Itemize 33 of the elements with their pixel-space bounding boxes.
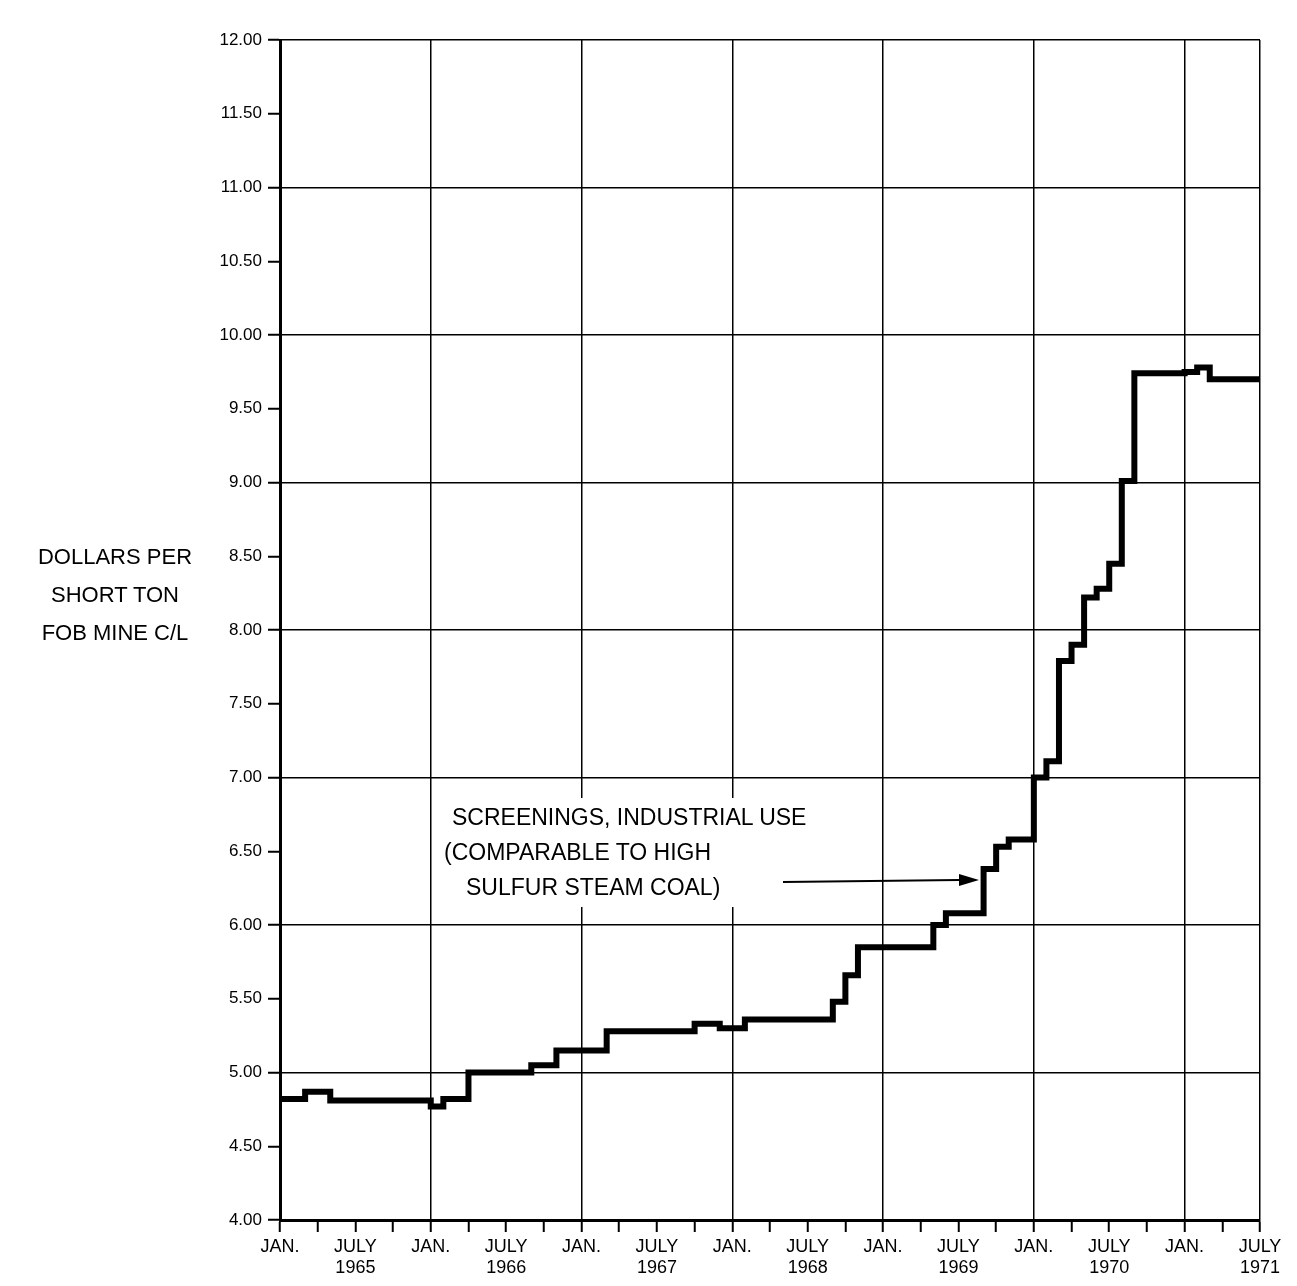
x-tick-label: JAN. [1014, 1235, 1054, 1256]
y-tick-label: 4.00 [228, 1209, 262, 1229]
y-tick-label: 10.00 [219, 324, 262, 344]
x-tick-label: JAN. [562, 1235, 602, 1256]
y-axis-title: DOLLARS PER SHORT TON FOB MINE C/L [36, 543, 194, 647]
y-tick-label: 5.00 [228, 1062, 262, 1082]
y-tick-label: 8.00 [228, 619, 262, 639]
y-tick-label: 11.50 [220, 103, 262, 123]
x-tick-label: JAN. [260, 1235, 300, 1256]
y-tick-label: 5.50 [228, 988, 262, 1008]
x-tick-label: JAN. [411, 1235, 451, 1256]
y-tick-label: 7.50 [228, 693, 262, 713]
x-tick-label: JULY 1971 [1238, 1235, 1282, 1278]
x-tick-label: JULY 1965 [334, 1235, 377, 1278]
annotation: SCREENINGS, INDUSTRIAL USE (COMPARABLE TO HIGH SULFUR STEAM COAL) [444, 803, 807, 902]
y-tick-label: 6.50 [228, 840, 262, 860]
y-tick-label: 9.00 [228, 472, 262, 492]
x-tick-label: JULY 1969 [937, 1235, 980, 1278]
x-tick-label: JAN. [1165, 1235, 1205, 1256]
y-tick-label: 9.50 [228, 398, 262, 418]
y-tick-label: 10.50 [219, 250, 262, 270]
x-tick-label: JAN. [863, 1235, 903, 1256]
x-tick-label: JULY 1970 [1087, 1235, 1131, 1278]
y-tick-label: 6.00 [228, 914, 262, 934]
x-tick-label: JULY 1968 [786, 1235, 830, 1278]
y-tick-label: 12.00 [219, 29, 262, 49]
x-tick-label: JULY 1967 [635, 1235, 679, 1278]
x-tick-label: JAN. [712, 1235, 752, 1256]
y-tick-label: 4.50 [228, 1135, 262, 1155]
y-tick-label: 8.50 [228, 545, 262, 565]
y-tick-label: 7.00 [228, 767, 262, 787]
x-tick-label: JULY 1966 [484, 1235, 528, 1278]
y-tick-label: 11.00 [220, 177, 262, 197]
